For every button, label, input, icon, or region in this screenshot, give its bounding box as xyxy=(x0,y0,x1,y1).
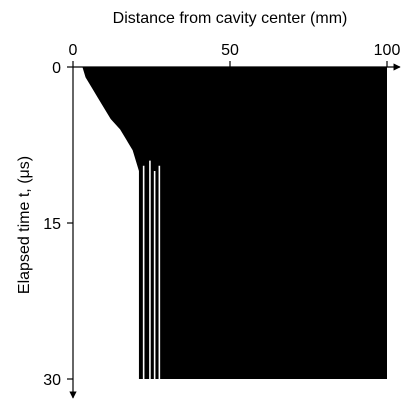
y-tick-label: 0 xyxy=(52,60,61,77)
x-tick-label: 100 xyxy=(374,42,401,59)
x-tick-label: 0 xyxy=(69,42,78,59)
x-tick-label: 50 xyxy=(221,42,239,59)
plot-area xyxy=(82,67,388,379)
y-tick-label: 15 xyxy=(43,216,61,233)
y-ticks: 0 15 30 xyxy=(43,60,73,389)
x-ticks: 0 50 100 xyxy=(69,42,401,67)
x-axis-label: Distance from cavity center (mm) xyxy=(113,10,348,27)
y-tick-label: 30 xyxy=(43,372,61,389)
y-axis-label: Elapsed time t, (μs) xyxy=(16,156,33,294)
wave-region xyxy=(82,67,388,379)
